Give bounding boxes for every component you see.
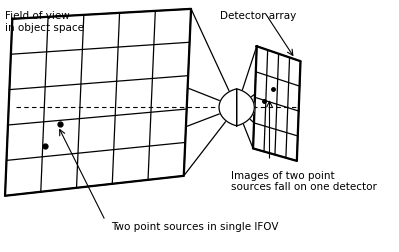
Text: Two point sources in single IFOV: Two point sources in single IFOV — [111, 222, 279, 232]
Text: Detector array: Detector array — [220, 11, 296, 21]
Text: Images of two point
sources fall on one detector: Images of two point sources fall on one … — [231, 171, 377, 193]
Text: Field of view
in object space: Field of view in object space — [5, 11, 84, 33]
Polygon shape — [253, 46, 300, 161]
Polygon shape — [219, 89, 254, 126]
Polygon shape — [5, 9, 191, 196]
